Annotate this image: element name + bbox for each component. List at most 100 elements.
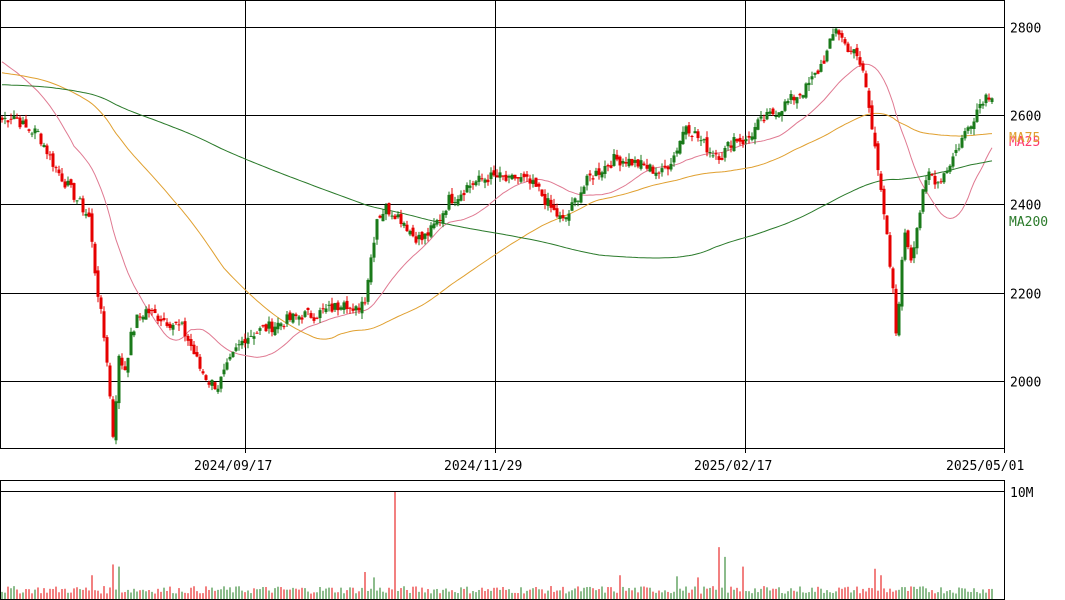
volume-bar bbox=[655, 592, 657, 599]
volume-bar bbox=[343, 593, 345, 599]
candle-body bbox=[498, 172, 502, 178]
volume-bar bbox=[235, 586, 237, 599]
candle-body bbox=[831, 34, 835, 41]
candle-body bbox=[900, 259, 904, 307]
volume-bar bbox=[778, 587, 780, 599]
candle-body bbox=[822, 60, 826, 64]
volume-bar bbox=[388, 587, 390, 599]
volume-bar bbox=[673, 591, 675, 599]
volume-bar bbox=[346, 590, 348, 599]
candle-body bbox=[513, 174, 517, 179]
candle-body bbox=[165, 322, 169, 326]
candle-body bbox=[363, 302, 367, 304]
candle-body bbox=[750, 136, 754, 140]
candle-body bbox=[534, 177, 538, 187]
volume-bar bbox=[85, 587, 87, 599]
candle-body bbox=[564, 217, 568, 220]
candle-body bbox=[699, 140, 703, 142]
candle-body bbox=[321, 308, 325, 310]
volume-bar bbox=[532, 588, 534, 599]
price-panel-frame bbox=[0, 0, 1005, 449]
volume-bar bbox=[733, 589, 735, 599]
candle-body bbox=[525, 174, 529, 177]
date-tick-label: 2025/02/17 bbox=[694, 459, 772, 474]
candle-body bbox=[615, 154, 619, 160]
candle-body bbox=[294, 314, 298, 317]
volume-bar bbox=[103, 586, 105, 599]
candle-body bbox=[873, 132, 877, 147]
volume-bar bbox=[400, 588, 402, 599]
volume-bar bbox=[877, 590, 879, 599]
candle-body bbox=[954, 149, 958, 153]
volume-bar bbox=[268, 590, 270, 599]
candle-body bbox=[198, 356, 202, 369]
volume-bar bbox=[790, 588, 792, 599]
volume-bar bbox=[925, 588, 927, 599]
candle-body bbox=[600, 172, 604, 178]
candle-body bbox=[921, 189, 925, 212]
volume-bar bbox=[106, 593, 108, 599]
volume-bar bbox=[184, 592, 186, 599]
volume-bar bbox=[781, 592, 783, 599]
candle-body bbox=[237, 344, 241, 346]
volume-bar bbox=[898, 589, 900, 599]
candle-body bbox=[399, 214, 403, 224]
volume-bar bbox=[607, 587, 609, 599]
volume-bar bbox=[667, 591, 669, 599]
candle-body bbox=[366, 279, 370, 302]
volume-bar bbox=[319, 587, 321, 599]
volume-bar bbox=[697, 577, 699, 599]
candle-body bbox=[825, 50, 829, 62]
volume-bar bbox=[406, 589, 408, 599]
candle-body bbox=[396, 214, 400, 218]
candle-body bbox=[438, 219, 442, 221]
volume-bar bbox=[928, 592, 930, 599]
volume-bar bbox=[856, 586, 858, 599]
volume-bar bbox=[337, 592, 339, 599]
volume-bar bbox=[631, 590, 633, 599]
candle-body bbox=[93, 243, 97, 274]
volume-bar bbox=[808, 592, 810, 599]
volume-bar bbox=[640, 586, 642, 599]
candle-body bbox=[861, 63, 865, 71]
volume-bar bbox=[31, 593, 33, 599]
candle-body bbox=[192, 344, 196, 355]
volume-bar bbox=[355, 593, 357, 599]
candle-body bbox=[978, 104, 982, 109]
volume-bar bbox=[13, 586, 15, 599]
candle-body bbox=[882, 188, 886, 215]
candle-body bbox=[876, 143, 880, 171]
candle-body bbox=[411, 227, 415, 237]
volume-bar bbox=[895, 590, 897, 599]
volume-bars bbox=[1, 491, 993, 599]
volume-bar bbox=[256, 589, 258, 599]
candle-body bbox=[177, 324, 181, 326]
volume-bar bbox=[208, 589, 210, 599]
volume-bar bbox=[664, 590, 666, 599]
volume-bar bbox=[850, 592, 852, 599]
candle-body bbox=[495, 175, 499, 178]
volume-bar bbox=[568, 591, 570, 599]
volume-bar bbox=[316, 592, 318, 599]
volume-bar bbox=[610, 587, 612, 599]
candle-body bbox=[648, 164, 652, 172]
volume-bar bbox=[421, 587, 423, 599]
volume-bar bbox=[853, 590, 855, 599]
candle-body bbox=[624, 162, 628, 164]
volume-bar bbox=[661, 592, 663, 599]
candle-body bbox=[225, 362, 229, 370]
volume-bar bbox=[625, 590, 627, 599]
candle-body bbox=[288, 312, 292, 320]
volume-bar bbox=[403, 586, 405, 599]
volume-bar bbox=[745, 591, 747, 599]
candle-body bbox=[870, 105, 874, 130]
volume-bar bbox=[799, 586, 801, 599]
candle-body bbox=[303, 311, 307, 317]
volume-bar bbox=[577, 586, 579, 599]
candle-body bbox=[663, 165, 667, 168]
volume-bar bbox=[844, 587, 846, 599]
candle-body bbox=[627, 158, 631, 167]
candle-body bbox=[606, 165, 610, 167]
candle-body bbox=[933, 176, 937, 185]
candle-body bbox=[33, 128, 37, 134]
